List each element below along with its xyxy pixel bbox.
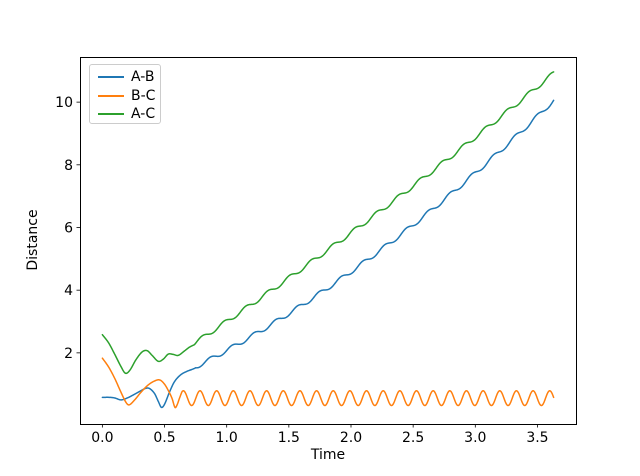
legend-label: B-C xyxy=(131,87,156,104)
y-tick-label: 10 xyxy=(55,95,73,111)
y-tick-label: 6 xyxy=(64,220,73,236)
legend-item: A-B xyxy=(98,68,160,87)
x-tick-label: 0.5 xyxy=(153,430,175,446)
x-tick-label: 3.5 xyxy=(526,430,548,446)
series-line-a-b xyxy=(101,99,555,409)
legend-line-swatch xyxy=(98,113,124,116)
legend-item: A-C xyxy=(98,105,160,124)
x-tick-label: 1.5 xyxy=(278,430,300,446)
x-tick-label: 1.0 xyxy=(216,430,238,446)
series-line-b-c xyxy=(101,357,555,409)
legend-label: A-B xyxy=(131,69,155,86)
x-tick-label: 2.5 xyxy=(402,430,424,446)
plot-area-border xyxy=(80,57,577,425)
x-axis-label: Time xyxy=(310,447,346,463)
x-tick-label: 2.0 xyxy=(340,430,362,446)
legend: A-B B-C A-C xyxy=(89,64,161,124)
y-tick-label: 4 xyxy=(64,283,73,299)
y-tick-label: 8 xyxy=(64,158,73,174)
y-tick-label: 2 xyxy=(64,346,73,362)
legend-line-swatch xyxy=(98,94,124,97)
x-tick-label: 0.0 xyxy=(91,430,113,446)
x-tick-label: 3.0 xyxy=(464,430,486,446)
series-line-a-c xyxy=(101,71,555,375)
y-axis-label: Distance xyxy=(25,209,41,271)
legend-line-swatch xyxy=(98,76,124,79)
legend-item: B-C xyxy=(98,87,160,106)
legend-label: A-C xyxy=(131,106,156,123)
